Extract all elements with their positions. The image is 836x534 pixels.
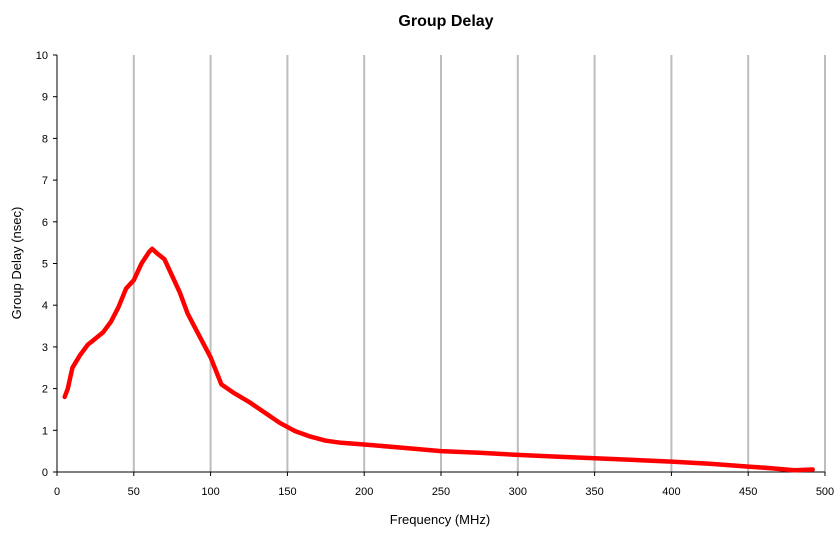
y-tick-label-10: 10 [36,50,48,62]
x-tick-label-400: 400 [662,486,680,498]
x-tick-label-50: 50 [128,486,140,498]
y-tick-label-0: 0 [42,467,48,479]
y-tick-label-5: 5 [42,259,48,271]
y-tick-label-7: 7 [42,175,48,187]
y-axis-title: Group Delay (nsec) [9,207,24,320]
y-tick-labels: 0 1 2 3 4 5 6 7 8 9 10 [36,50,48,479]
x-tick-label-500: 500 [816,486,834,498]
x-tick-label-350: 350 [585,486,603,498]
grid-lines [132,55,826,472]
chart-title: Group Delay [398,13,493,30]
x-tick-label-150: 150 [278,486,296,498]
x-tick-label-250: 250 [432,486,450,498]
x-tick-label-100: 100 [201,486,219,498]
x-tick-label-200: 200 [355,486,373,498]
y-tick-label-2: 2 [42,384,48,396]
y-tick-label-6: 6 [42,217,48,229]
y-tick-label-3: 3 [42,342,48,354]
y-tick-label-9: 9 [42,92,48,104]
y-tick-label-1: 1 [42,425,48,437]
x-tick-label-300: 300 [509,486,527,498]
series-line-0 [62,246,815,473]
x-axis-title: Frequency (MHz) [390,512,490,527]
series-lines [62,246,815,473]
y-tick-label-8: 8 [42,133,48,145]
x-tick-label-0: 0 [54,486,60,498]
y-tick-label-4: 4 [42,300,48,312]
axes [53,54,826,476]
x-tick-labels: 0 50 100 150 200 250 300 350 400 450 500 [54,486,834,498]
x-tick-label-450: 450 [739,486,757,498]
